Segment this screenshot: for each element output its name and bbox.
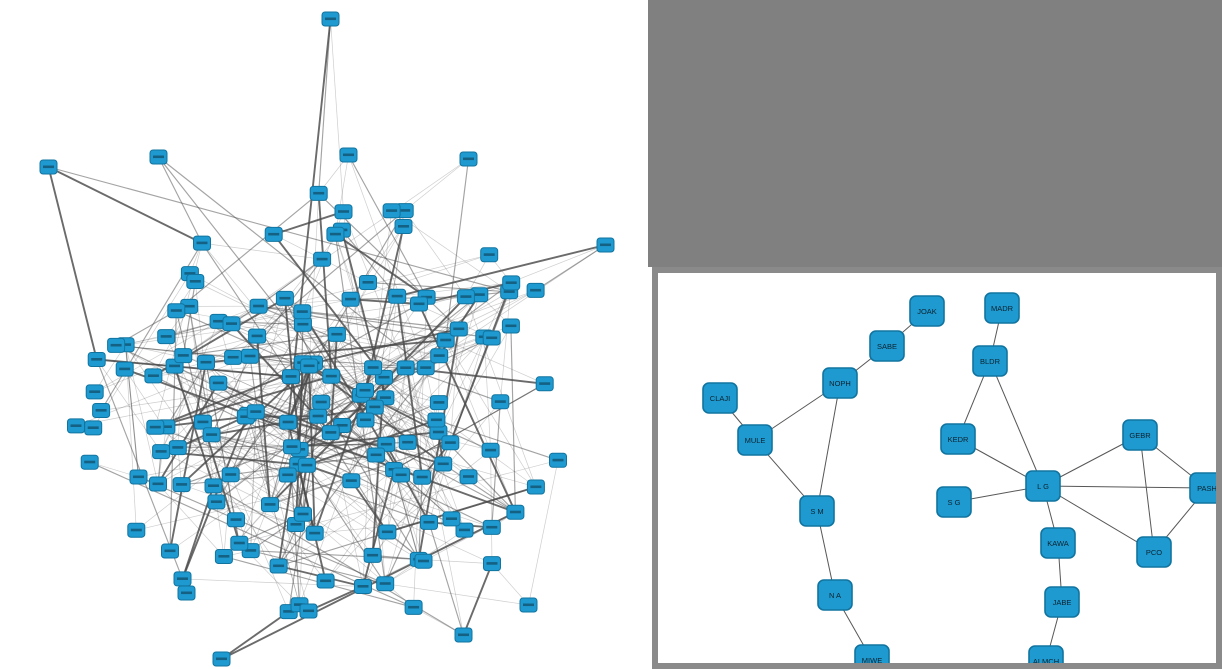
subnetwork-node-mule[interactable]: MULE: [737, 424, 773, 456]
subnetwork-node-sm[interactable]: S M: [799, 495, 835, 527]
node-shape: [1028, 645, 1064, 663]
node-shape: [1025, 470, 1061, 502]
subnetwork-edge: [1139, 434, 1155, 553]
subnetwork-node-noph[interactable]: NOPH: [822, 367, 858, 399]
node-shape: [972, 345, 1008, 377]
subnetwork-edge: [1042, 485, 1155, 553]
node-shape: [936, 486, 972, 518]
main-network-view[interactable]: [0, 0, 648, 669]
subnetwork-node-bldr[interactable]: BLDR: [972, 345, 1008, 377]
node-label: ALMCH: [1033, 657, 1059, 663]
node-shape: [940, 423, 976, 455]
subnetwork-edge: [989, 360, 1044, 487]
subnetwork-node-kawa[interactable]: KAWA: [1040, 527, 1076, 559]
node-shape: [702, 382, 738, 414]
node-label: N A: [829, 591, 841, 600]
subnetwork-node-madr[interactable]: MADR: [984, 292, 1020, 324]
node-shape: [817, 579, 853, 611]
subnetwork-node-sabe[interactable]: SABE: [869, 330, 905, 362]
node-label: GEBR: [1129, 431, 1151, 440]
subnetwork-node-miwe[interactable]: MIWE: [854, 644, 890, 663]
node-shape: [737, 424, 773, 456]
subnetwork-background: [658, 273, 1216, 663]
subnetwork-node-almch[interactable]: ALMCH: [1028, 645, 1064, 663]
node-label: PCO: [1146, 548, 1162, 557]
node-shape: [799, 495, 835, 527]
node-shape: [854, 644, 890, 663]
node-shape: [909, 295, 945, 327]
subnetwork-node-lg[interactable]: L G: [1025, 470, 1061, 502]
node-label: S M: [810, 507, 823, 516]
subnetwork-node-jabe[interactable]: JABE: [1044, 586, 1080, 618]
table-panel: shared name ▽Chrom... Start po... End po…: [648, 0, 1222, 267]
subnetwork-edge: [1042, 485, 1208, 489]
node-label: CLAJI: [710, 394, 730, 403]
node-label: PASH: [1197, 484, 1216, 493]
node-label: SABE: [877, 342, 897, 351]
subnetwork-node-gebr[interactable]: GEBR: [1122, 419, 1158, 451]
node-shape: [1040, 527, 1076, 559]
subnetwork-nodes[interactable]: CLAJI MULE NOPH SABE JOAK S M N A MIWE MADR BLDR K…: [702, 292, 1216, 663]
subnetwork-node-claji[interactable]: CLAJI: [702, 382, 738, 414]
node-label: JABE: [1053, 598, 1072, 607]
node-shape: [1122, 419, 1158, 451]
node-label: JOAK: [917, 307, 937, 316]
subnetwork-node-pco[interactable]: PCO: [1136, 536, 1172, 568]
node-shape: [869, 330, 905, 362]
node-label: NOPH: [829, 379, 851, 388]
subnetwork-node-kedr[interactable]: KEDR: [940, 423, 976, 455]
node-shape: [1136, 536, 1172, 568]
node-label: BLDR: [980, 357, 1001, 366]
node-label: L G: [1037, 482, 1049, 491]
subnetwork-edge: [816, 382, 841, 512]
subnetwork-svg[interactable]: CLAJI MULE NOPH SABE JOAK S M N A MIWE MADR BLDR K…: [658, 273, 1216, 663]
node-label: KAWA: [1047, 539, 1069, 548]
subnetwork-node-joak[interactable]: JOAK: [909, 295, 945, 327]
node-label: MIWE: [862, 656, 882, 663]
node-label: S G: [948, 498, 961, 507]
subnetwork-node-na[interactable]: N A: [817, 579, 853, 611]
subnetwork-node-sg[interactable]: S G: [936, 486, 972, 518]
node-shape: [1044, 586, 1080, 618]
node-label: KEDR: [948, 435, 969, 444]
node-label: MADR: [991, 304, 1014, 313]
subnetwork-node-pash[interactable]: PASH: [1189, 472, 1216, 504]
network-nodes[interactable]: [39, 11, 615, 667]
subnetwork-panel[interactable]: CLAJI MULE NOPH SABE JOAK S M N A MIWE MADR BLDR K…: [652, 267, 1222, 669]
node-shape: [1189, 472, 1216, 504]
node-shape: [984, 292, 1020, 324]
node-shape: [822, 367, 858, 399]
node-label: MULE: [745, 436, 766, 445]
main-network-svg[interactable]: [0, 0, 648, 669]
